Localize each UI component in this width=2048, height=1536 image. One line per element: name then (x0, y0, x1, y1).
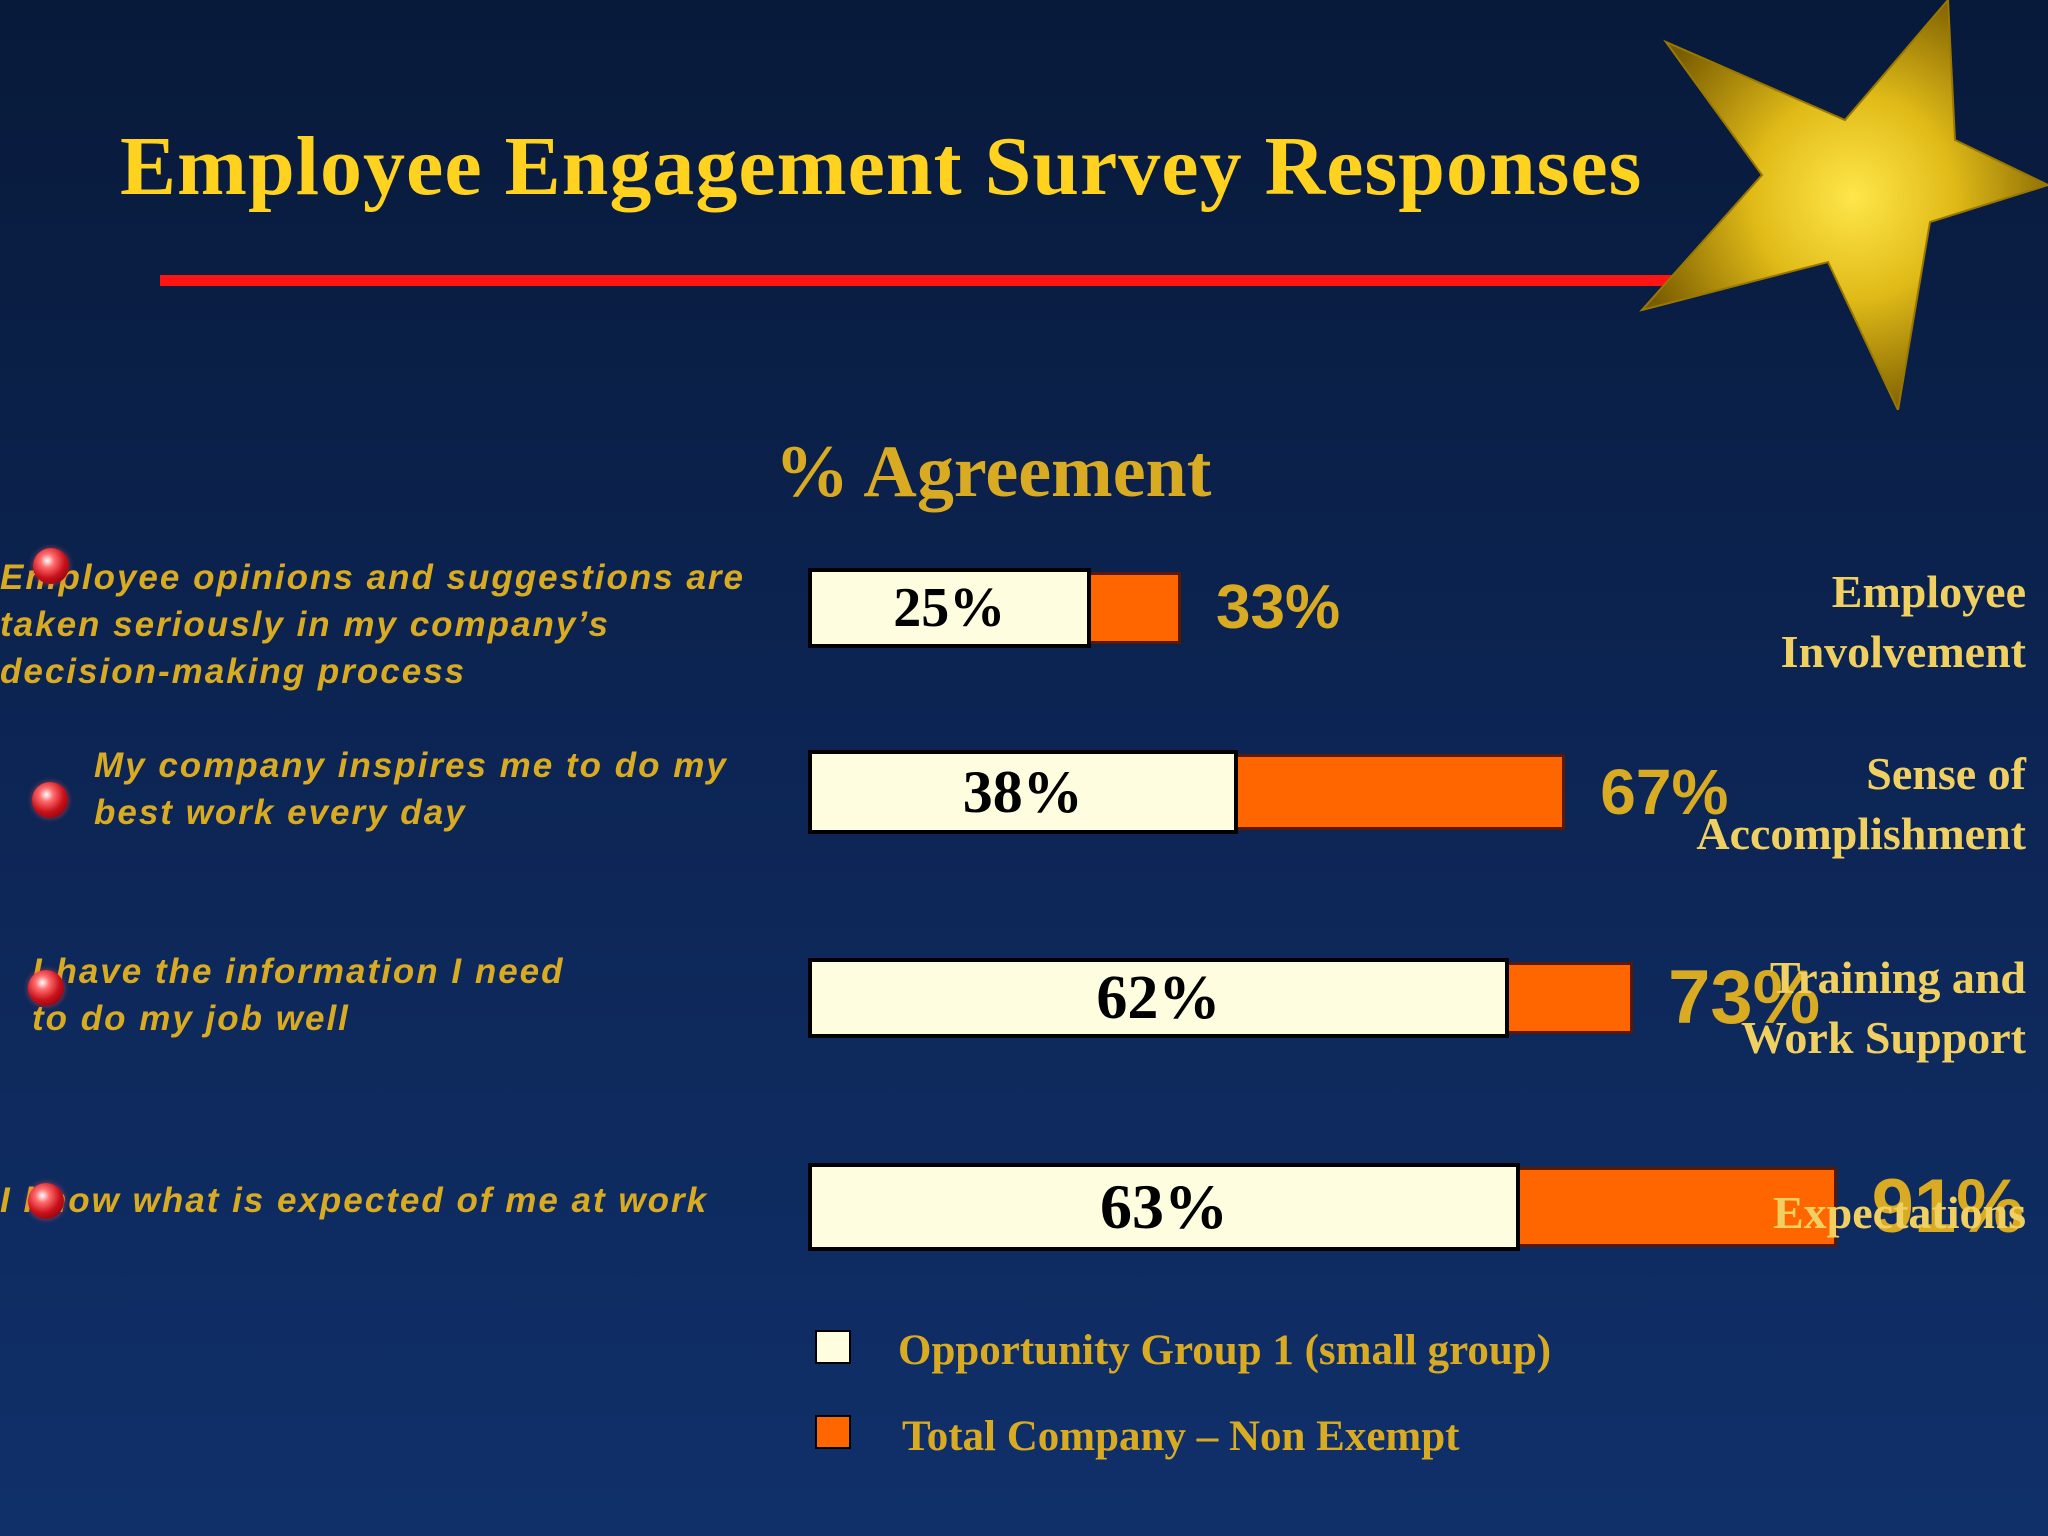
legend-swatch-total (815, 1415, 851, 1449)
bar-value-label: 25% (893, 577, 1006, 639)
bar-opportunity-group: 62% (808, 958, 1509, 1038)
bar-value-label: 62% (1096, 963, 1221, 1032)
survey-statement: I have the information I need to do my j… (32, 952, 565, 1038)
red-sphere-bullet-icon (32, 782, 68, 818)
total-value-label: 73% (1668, 954, 1821, 1040)
survey-statement: I know what is expected of me at work (0, 1181, 709, 1220)
red-sphere-bullet-icon (28, 970, 64, 1006)
red-sphere-bullet-icon (33, 548, 69, 584)
total-value-label: 91% (1871, 1163, 2024, 1249)
bar-opportunity-group: 25% (808, 568, 1091, 648)
category-label: Employee Involvement (1780, 566, 2026, 677)
category-label: Sense of Accomplishment (1696, 748, 2026, 859)
chart-subtitle: % Agreement (775, 431, 1212, 513)
legend-label-group: Opportunity Group 1 (small group) (898, 1327, 1552, 1374)
title-underline (160, 275, 1680, 286)
legend-swatch-group (815, 1330, 851, 1364)
star-icon (1639, 0, 2048, 410)
category-label: Training and Work Support (1740, 952, 2026, 1063)
survey-statement: Employee opinions and suggestions are ta… (0, 558, 745, 691)
total-value-label: 67% (1600, 755, 1729, 828)
bar-opportunity-group: 63% (808, 1163, 1521, 1251)
red-sphere-bullet-icon (28, 1183, 64, 1219)
category-label: Expectations (1773, 1187, 2026, 1238)
survey-statement: My company inspires me to do my best wor… (94, 746, 728, 832)
bar-value-label: 38% (962, 758, 1083, 825)
bar-value-label: 63% (1100, 1171, 1229, 1242)
legend-label-total: Total Company – Non Exempt (902, 1413, 1460, 1460)
page-title: Employee Engagement Survey Responses (120, 120, 1643, 213)
bar-opportunity-group: 38% (808, 750, 1238, 834)
total-value-label: 33% (1216, 573, 1341, 643)
